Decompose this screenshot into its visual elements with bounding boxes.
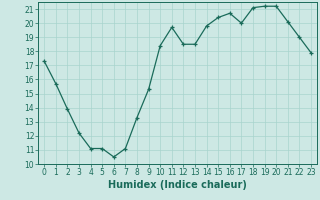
X-axis label: Humidex (Indice chaleur): Humidex (Indice chaleur) (108, 180, 247, 190)
